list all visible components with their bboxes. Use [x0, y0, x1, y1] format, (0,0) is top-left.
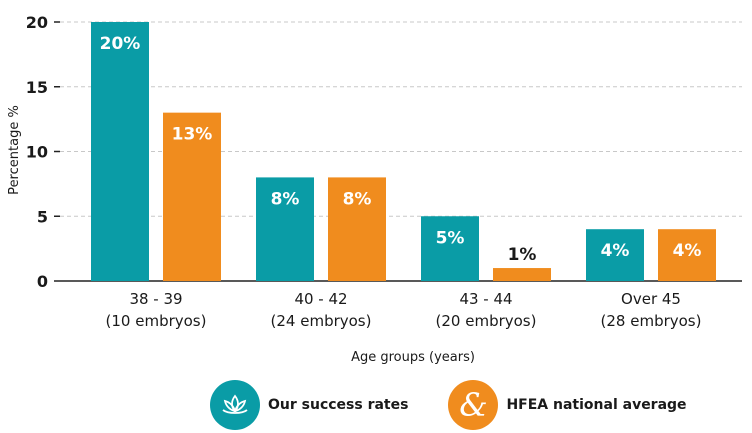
x-tick-label: (10 embryos)	[106, 312, 207, 330]
x-tick-label: 43 - 44	[459, 290, 512, 308]
data-label: 4%	[601, 241, 630, 261]
x-tick-label: 38 - 39	[129, 290, 182, 308]
data-label: 5%	[436, 228, 465, 248]
bar	[586, 229, 644, 281]
x-tick-label: (28 embryos)	[601, 312, 702, 330]
y-tick-label: 5	[37, 207, 48, 226]
bar-chart: 0 5 10 15 20 20% 13% 8% 8% 5% 1% 4% 4% 38 - 39 (10 e…	[7, 13, 742, 365]
y-tick-label: 15	[26, 78, 48, 97]
bar	[493, 268, 551, 281]
y-axis-ticks: 0 5 10 15 20	[26, 13, 60, 291]
legend-item-our-success-rates: Our success rates	[210, 380, 408, 430]
lotus-icon	[210, 380, 260, 430]
legend: Our success rates & HFEA national averag…	[210, 380, 727, 430]
data-label: 13%	[172, 125, 213, 145]
data-label: 1%	[508, 245, 537, 265]
data-label: 8%	[343, 189, 372, 209]
bar	[256, 177, 314, 281]
bar	[421, 216, 479, 281]
legend-item-hfea-national-average: & HFEA national average	[448, 380, 687, 430]
data-label: 20%	[100, 34, 141, 54]
y-tick-label: 20	[26, 13, 48, 32]
bar	[91, 22, 149, 281]
data-label: 4%	[673, 241, 702, 261]
legend-label: Our success rates	[268, 397, 409, 413]
y-tick-label: 10	[26, 143, 48, 162]
x-axis-labels: 38 - 39 (10 embryos) 40 - 42 (24 embryos) 43…	[106, 290, 702, 330]
bar	[328, 177, 386, 281]
legend-label: HFEA national average	[506, 397, 687, 413]
bars: 20% 13% 8% 8% 5% 1% 4% 4%	[91, 22, 716, 282]
data-label: 8%	[271, 189, 300, 209]
y-axis-title: Percentage %	[7, 105, 22, 195]
bar	[658, 229, 716, 281]
x-tick-label: 40 - 42	[294, 290, 347, 308]
bar	[163, 112, 221, 282]
y-tick-label: 0	[37, 272, 48, 291]
x-axis-title: Age groups (years)	[351, 350, 475, 365]
x-tick-label: Over 45	[621, 290, 681, 308]
ampersand-icon: &	[448, 380, 499, 430]
x-tick-label: (24 embryos)	[271, 312, 372, 330]
x-tick-label: (20 embryos)	[436, 312, 537, 330]
